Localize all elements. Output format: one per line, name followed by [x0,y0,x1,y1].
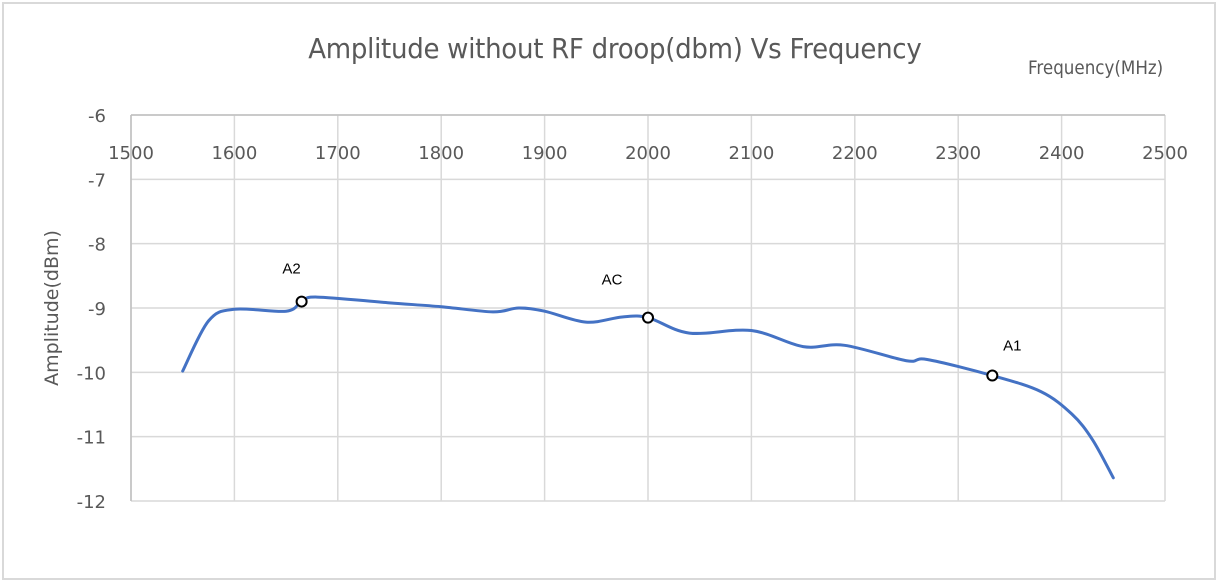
gridlines [130,114,1166,502]
chart-title: Amplitude without RF droop(dbm) Vs Frequ… [308,32,922,65]
y-tick-label: -6 [88,106,106,127]
axis-ticks: 1500 1600 1700 1800 1900 2000 2100 2200 2300 2400… [77,106,1188,513]
y-tick-label: -8 [88,235,106,256]
marker-label: AC [602,272,623,289]
x-axis-title: Frequency(MHz) [1028,57,1164,79]
y-tick-label: -11 [77,428,106,449]
x-tick-label: 2000 [625,143,671,164]
y-tick-label: -12 [77,492,106,513]
x-tick-label: 2500 [1142,143,1188,164]
x-tick-label: 1700 [315,143,361,164]
x-tick-label: 2200 [832,143,878,164]
marker-point [642,311,654,324]
marker-point [295,295,308,308]
x-tick-label: 2300 [935,143,981,164]
marker-label: A2 [282,261,300,278]
annotations: A2 AC A1 [282,261,1022,382]
y-tick-label: -10 [77,363,106,384]
marker-point [986,369,999,382]
x-tick-label: 2400 [1039,143,1085,164]
y-tick-label: -7 [88,170,106,191]
x-tick-label: 2100 [728,143,774,164]
x-tick-label: 1900 [522,143,568,164]
y-tick-label: -9 [88,299,106,320]
marker-label: A1 [1003,338,1021,355]
x-tick-label: 1800 [418,143,464,164]
x-tick-label: 1600 [211,143,257,164]
x-tick-label: 1500 [108,143,154,164]
